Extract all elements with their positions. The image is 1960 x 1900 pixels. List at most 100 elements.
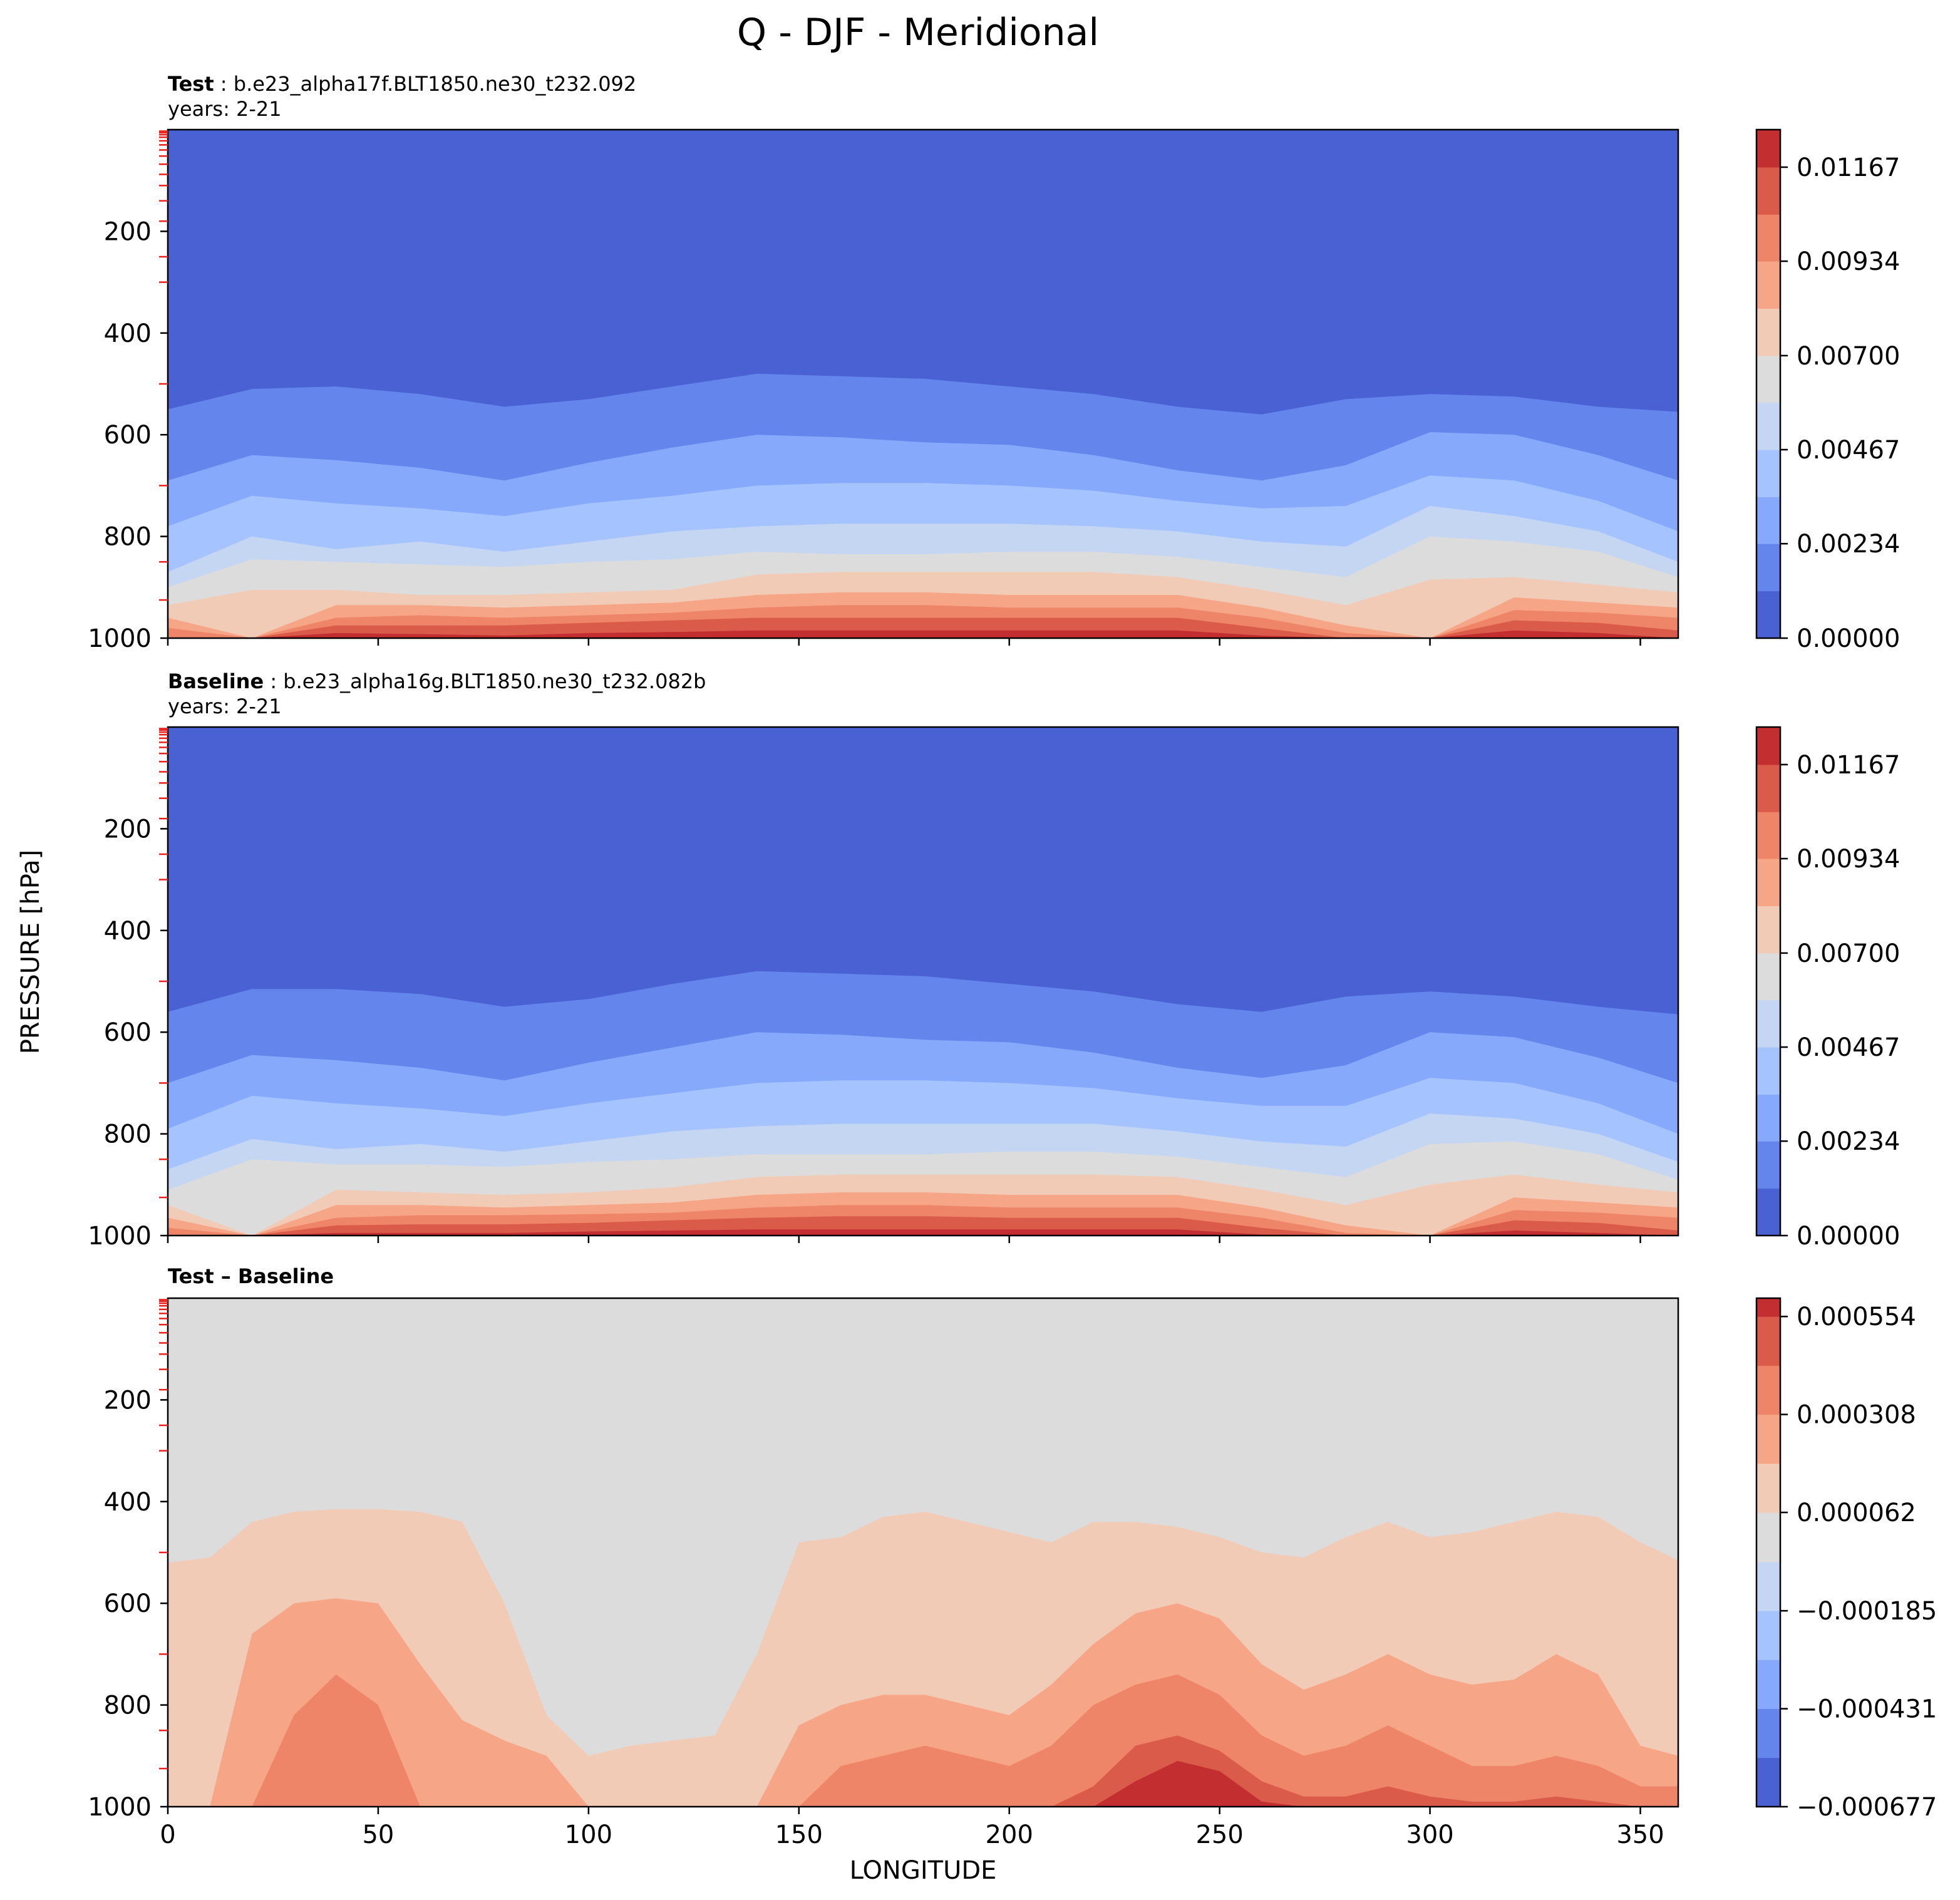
x-tick-label: 100 [565,1820,612,1849]
colorbar-tick-label: −0.000431 [1797,1695,1937,1724]
colorbar-tick-label: 0.00934 [1797,845,1900,874]
contour-band [168,1229,1678,1236]
panel-label-bold: Baseline [168,669,264,693]
colorbar-tick-label: 0.00700 [1797,939,1900,968]
y-tick-label: 400 [104,917,152,946]
panel-label-text: : b.e23_alpha17f.BLT1850.ne30_t232.092 [214,72,637,96]
contour-band [168,630,1678,638]
panel-years: years: 2-21 [168,694,282,718]
y-tick-label: 200 [104,217,152,246]
colorbar-segment [1756,308,1780,356]
panel-difference: 200 400 600 800 1000 0 50 100 150 200 250 300 350 Tes… [88,1264,1937,1849]
y-tick-label: 200 [104,815,152,844]
contour-band [168,1674,1678,1807]
colorbar-tick-label: 0.00467 [1797,1033,1900,1062]
colorbar-segment [1756,1561,1780,1611]
contour-fill [168,130,1678,638]
colorbar-tick-label: −0.000677 [1797,1793,1937,1822]
y-tick-label: 400 [104,1488,152,1517]
y-tick-label: 1000 [88,1793,152,1822]
y-tick-label: 800 [104,1691,152,1720]
panel-label: Test – Baseline [168,1264,334,1288]
colorbar-segment [1756,1047,1780,1095]
x-tick-label: 0 [160,1820,175,1849]
panel-label: Baseline : b.e23_alpha16g.BLT1850.ne30_t… [168,669,706,693]
colorbar-segment [1756,727,1780,765]
colorbar-test: 0.01167 0.00934 0.00700 0.00467 0.00234 0.000… [1755,128,1900,653]
colorbar-segment [1756,591,1780,639]
colorbar-segment [1756,1708,1780,1758]
colorbar-segment [1756,355,1780,403]
contour-band [168,1216,1678,1236]
x-tick-label: 50 [362,1820,394,1849]
colorbar-segment [1756,497,1780,544]
y-tick-label: 800 [104,1120,152,1149]
panel-years: years: 2-21 [168,97,282,121]
colorbar-segment [1756,1757,1780,1807]
y-tick-label: 600 [104,1589,152,1618]
colorbar-tick-label: 0.000062 [1797,1499,1916,1527]
colorbar-segment [1756,450,1780,497]
colorbar-segment [1756,1611,1780,1660]
colorbar-segment [1756,261,1780,309]
colorbar-tick-label: 0.000554 [1797,1303,1916,1331]
colorbar-segment [1756,402,1780,450]
colorbar-tick-label: −0.000185 [1797,1597,1937,1626]
y-tick-label: 200 [104,1386,152,1415]
colorbar-segment [1756,1094,1780,1142]
colorbar-segment [1756,1512,1780,1562]
colorbar-tick-label: 0.000308 [1797,1401,1916,1430]
panel-label-bold: Test [168,72,214,96]
contour-band [168,617,1678,638]
colorbar-difference: 0.000554 0.000308 0.000062 −0.000185 −0.0004… [1755,1297,1937,1822]
colorbar-tick-label: 0.01167 [1797,153,1900,182]
y-axis-label: PRESSURE [hPa] [16,850,45,1054]
colorbar-frame [1755,1297,1782,1808]
panel-test: 200 400 600 800 1000 Test : b.e23_alpha17f.BL… [88,72,1900,653]
panel-label-text: : b.e23_alpha16g.BLT1850.ne30_t232.082b [264,669,706,693]
panel-baseline: 200 400 600 800 1000 Baseline : b.e23_alpha16… [88,669,1900,1251]
colorbar-segment [1756,544,1780,592]
colorbar-segment [1756,812,1780,859]
panel-label: Test : b.e23_alpha17f.BLT1850.ne30_t232.… [168,72,636,96]
colorbar-tick-label: 0.00234 [1797,530,1900,559]
colorbar-segment [1756,859,1780,906]
colorbar-segment [1756,1660,1780,1710]
colorbar-segment [1756,999,1780,1048]
colorbar-segment [1756,1316,1780,1366]
colorbar-tick-label: 0.00000 [1797,624,1900,653]
y-tick-label: 600 [104,1018,152,1047]
x-tick-label: 300 [1406,1820,1453,1849]
colorbar-segment [1756,1188,1780,1236]
colorbar-tick-label: 0.01167 [1797,751,1900,780]
colorbar-frame [1755,726,1782,1237]
colorbar-segment [1756,1414,1780,1464]
colorbar-segment [1756,906,1780,954]
x-tick-label: 250 [1195,1820,1243,1849]
colorbar-frame [1755,128,1782,639]
y-tick-label: 800 [104,523,152,552]
colorbar-segment [1756,167,1780,215]
x-tick-label: 150 [775,1820,823,1849]
colorbar-segment [1756,764,1780,812]
x-tick-label: 200 [986,1820,1033,1849]
colorbar-segment [1756,1141,1780,1189]
colorbar-tick-label: 0.00234 [1797,1127,1900,1156]
x-tick-label: 350 [1616,1820,1664,1849]
colorbar-segment [1756,953,1780,1001]
y-tick-label: 1000 [88,1222,152,1251]
figure-title: Q - DJF - Meridional [737,11,1099,54]
colorbar-segment [1756,1365,1780,1415]
contour-fill [168,727,1678,1236]
contour-fill [168,1298,1678,1807]
colorbar-tick-label: 0.00700 [1797,342,1900,371]
colorbar-segment [1756,1463,1780,1513]
y-tick-label: 400 [104,319,152,348]
x-axis-label: LONGITUDE [850,1856,997,1885]
colorbar-tick-label: 0.00934 [1797,247,1900,276]
colorbar-segment [1756,130,1780,168]
y-tick-label: 1000 [88,624,152,653]
colorbar-tick-label: 0.00467 [1797,436,1900,465]
panel-label-bold: Test – Baseline [168,1264,334,1288]
